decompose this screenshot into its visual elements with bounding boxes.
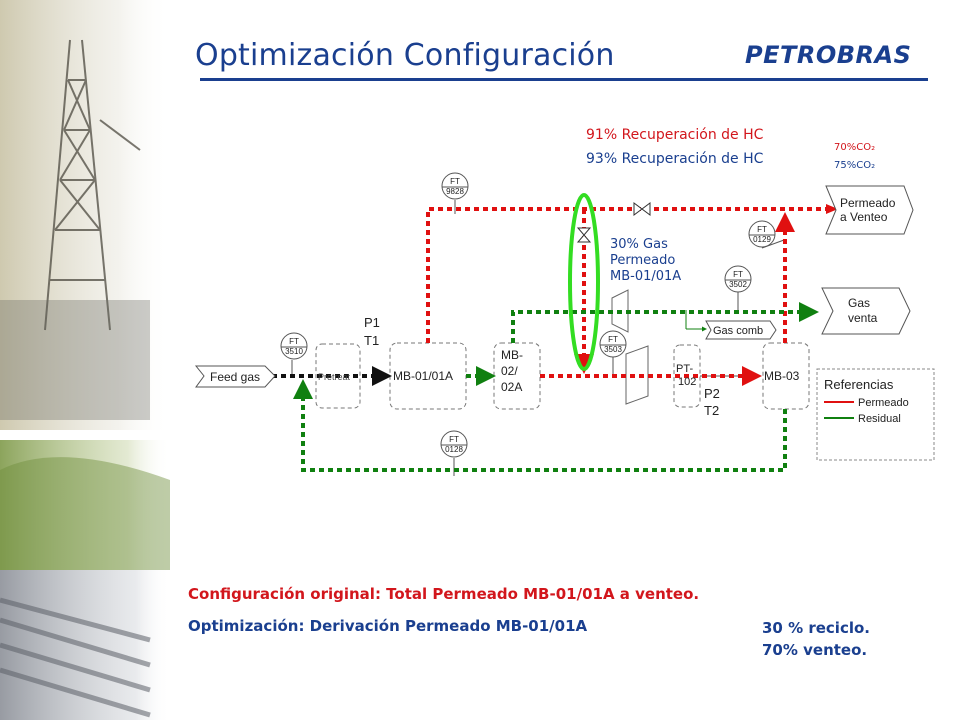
highlight-ellipse <box>568 193 600 371</box>
co2-75-note: 75%CO₂ <box>834 160 876 171</box>
gas-permeate-line2: Permeado <box>610 253 676 268</box>
gas-permeate-line1: 30% Gas <box>610 237 668 252</box>
original-config-text: Configuración original: Total Permeado M… <box>188 585 700 603</box>
flow-transmitter-0129: FT 0129 <box>748 220 776 248</box>
ft-tag: FT <box>733 270 743 279</box>
ft-number: 3502 <box>729 280 747 289</box>
pretreat-box <box>315 343 361 409</box>
ft-tag: FT <box>450 177 460 186</box>
vent-output-line2: a Venteo <box>840 210 888 224</box>
ft-tag: FT <box>608 335 618 344</box>
legend-title: Referencias <box>824 377 894 392</box>
compressor-icon <box>625 345 649 405</box>
oil-rig-photo <box>0 0 170 720</box>
flow-transmitter-3503: FT 3503 <box>599 330 627 358</box>
mb03-label: MB-03 <box>764 369 800 383</box>
t1-label: T1 <box>364 333 379 348</box>
feed-gas-label: Feed gas <box>210 370 260 384</box>
co2-70-note: 70%CO₂ <box>834 142 876 153</box>
gas-permeate-line3: MB-01/01A <box>610 269 682 284</box>
gas-output-line1: Gas <box>848 296 870 310</box>
petrobras-logo: PETROBRAS <box>745 41 912 69</box>
pt102-label-line2: 102 <box>678 376 696 388</box>
ft-number: 3503 <box>604 345 622 354</box>
mb02-box <box>493 342 541 410</box>
ft-tag: FT <box>757 225 767 234</box>
ft-number: 0129 <box>753 235 771 244</box>
recycle-vent-text: 30 % reciclo. 70% venteo. <box>762 617 870 661</box>
gas-output-line2: venta <box>848 311 878 325</box>
pt102-box <box>673 344 701 408</box>
recovery-93-note: 93% Recuperación de HC <box>586 151 764 167</box>
valve-icon <box>576 227 592 243</box>
optimization-text: Optimización: Derivación Permeado MB-01/… <box>188 617 588 635</box>
flow-transmitter-3510: FT 3510 <box>280 332 308 360</box>
pretreat-label: Pretreat <box>318 372 351 382</box>
title-underline <box>200 78 928 81</box>
t2-label: T2 <box>704 403 719 418</box>
gas-comb-pentagon <box>705 320 777 340</box>
legend: Referencias Permeado Residual <box>816 368 935 461</box>
vent-output-line1: Permeado <box>840 196 896 210</box>
mb01-label: MB-01/01A <box>393 369 453 383</box>
legend-permeate: Permeado <box>858 397 909 409</box>
vent-output-pentagon <box>825 185 914 235</box>
flow-transmitter-9828: FT 9828 <box>441 172 469 200</box>
ft-number: 9828 <box>446 187 464 196</box>
vent-text: 70% venteo. <box>762 641 868 659</box>
legend-residual: Residual <box>858 413 901 425</box>
p2-label: P2 <box>704 386 720 401</box>
ft-tag: FT <box>449 435 459 444</box>
recovery-91-note: 91% Recuperación de HC <box>586 127 764 143</box>
flow-transmitter-0128: FT 0128 <box>440 430 468 458</box>
mb02-label-line3: 02A <box>501 380 522 394</box>
p1-label: P1 <box>364 315 380 330</box>
mb02-label-line1: MB- <box>501 348 523 362</box>
ft-tag: FT <box>289 337 299 346</box>
slide-title: Optimización Configuración <box>195 38 615 73</box>
gas-permeate-note: 30% Gas Permeado MB-01/01A <box>610 237 720 285</box>
gas-comb-label: Gas comb <box>713 325 763 337</box>
feed-gas-pentagon <box>194 365 276 388</box>
recycle-text: 30 % reciclo. <box>762 619 870 637</box>
pt102-label-line1: PT- <box>676 363 693 375</box>
gas-output-pentagon <box>821 287 911 335</box>
mb02-label-line2: 02/ <box>501 364 518 378</box>
ft-number: 0128 <box>445 445 463 454</box>
valve-icon <box>633 202 651 216</box>
flow-transmitter-3502: FT 3502 <box>724 265 752 293</box>
ft-number: 3510 <box>285 347 303 356</box>
